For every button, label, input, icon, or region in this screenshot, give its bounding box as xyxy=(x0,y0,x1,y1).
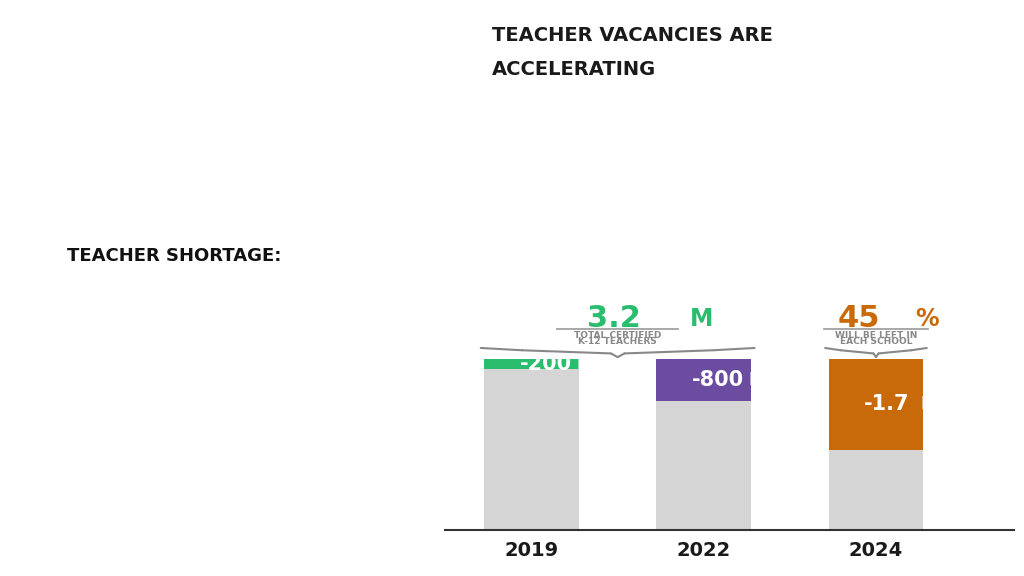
Bar xyxy=(828,450,924,530)
Text: WILL BE LEFT IN: WILL BE LEFT IN xyxy=(835,331,918,340)
Text: M: M xyxy=(690,306,714,331)
Text: EACH SCHOOL: EACH SCHOOL xyxy=(840,336,912,346)
Text: K-12 TEACHERS: K-12 TEACHERS xyxy=(579,336,657,346)
Bar xyxy=(484,359,579,369)
Bar xyxy=(656,401,752,530)
Text: 3.2: 3.2 xyxy=(587,304,641,333)
Text: 45: 45 xyxy=(838,304,881,333)
Bar xyxy=(484,369,579,530)
Text: *According to the National Education
Association, 2022 Survey Results: *According to the National Education Ass… xyxy=(36,528,204,550)
Text: K: K xyxy=(577,355,589,373)
Text: TEACHER VACANCIES ARE: TEACHER VACANCIES ARE xyxy=(492,26,772,45)
Bar xyxy=(656,359,752,401)
Text: %: % xyxy=(915,306,939,331)
Text: M: M xyxy=(921,395,937,413)
Bar xyxy=(828,359,924,450)
Text: TEACHER SHORTAGE:: TEACHER SHORTAGE: xyxy=(67,247,282,266)
Text: A national crisis: A national crisis xyxy=(67,290,407,326)
Text: -800: -800 xyxy=(692,370,743,390)
Text: -1.7: -1.7 xyxy=(864,394,909,414)
Text: ACCELERATING: ACCELERATING xyxy=(492,60,656,79)
Text: -200: -200 xyxy=(519,354,571,374)
Text: K: K xyxy=(749,371,762,389)
Text: TOTAL CERTIFIED: TOTAL CERTIFIED xyxy=(574,331,662,340)
